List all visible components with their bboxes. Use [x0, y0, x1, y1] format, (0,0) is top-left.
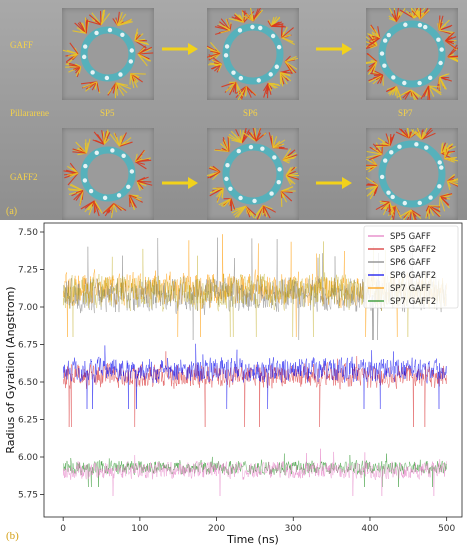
snapshot-sp5-gaff	[62, 8, 154, 100]
molecule-sp7-gaff2-image	[366, 128, 458, 220]
row-label-pillararene: Pillararene	[10, 108, 49, 118]
x-axis-label: Time (ns)	[226, 533, 279, 546]
y-tick-label: 7.25	[18, 266, 38, 276]
arrow-sp6-to-sp7-gaff2-icon	[314, 176, 354, 190]
molecule-sp5-gaff2-image	[62, 128, 154, 220]
row-label-gaff: GAFF	[10, 40, 33, 50]
snapshot-sp6-gaff	[207, 8, 299, 100]
legend: SP5 GAFF SP5 GAFF2 SP6 GAFF SP6 GAFF2 SP7 GA…	[364, 226, 458, 308]
y-tick-label: 5.75	[18, 491, 38, 501]
x-tick-label: 500	[438, 524, 455, 534]
y-tick-label: 6.50	[18, 378, 38, 388]
molecule-sp7-gaff-image	[366, 8, 458, 100]
x-tick-label: 300	[285, 524, 302, 534]
legend-entry: SP5 GAFF2	[390, 245, 436, 255]
arrow-sp6-to-sp7-gaff-icon	[314, 42, 354, 56]
y-tick-label: 7.50	[18, 228, 38, 238]
arrow-sp5-to-sp6-gaff-icon	[160, 42, 200, 56]
arrow-sp5-to-sp6-gaff2-icon	[160, 176, 200, 190]
row-label-gaff2: GAFF2	[10, 172, 38, 182]
panel-a-letter: (a)	[6, 206, 17, 217]
radius-of-gyration-chart: 0 100 200 300 400 500 5.75 6.00 6.25 6.50 6.75 7.00…	[0, 220, 467, 550]
column-label-sp5: SP5	[100, 108, 115, 118]
y-axis-label: Radius of Gyration (Angstrom)	[4, 286, 17, 453]
column-label-sp6: SP6	[243, 108, 258, 118]
y-tick-label: 7.00	[18, 303, 38, 313]
legend-entry: SP7 GAFF2	[390, 297, 436, 307]
x-tick-label: 200	[208, 524, 225, 534]
legend-entry: SP5 GAFF	[390, 232, 431, 242]
column-label-sp7: SP7	[398, 108, 413, 118]
molecule-sp6-gaff2-image	[207, 128, 299, 220]
snapshot-sp7-gaff	[366, 8, 458, 100]
legend-entry: SP7 GAFF	[390, 284, 431, 294]
y-tick-label: 6.00	[18, 453, 38, 463]
molecular-snapshots-panel: GAFF Pillararene GAFF2 SP5 SP6 SP7 (a)	[0, 0, 467, 220]
molecule-sp6-gaff-image	[207, 8, 299, 100]
chart-svg: 0 100 200 300 400 500 5.75 6.00 6.25 6.50 6.75 7.00…	[0, 220, 467, 550]
x-tick-label: 100	[131, 524, 148, 534]
snapshot-sp5-gaff2	[62, 128, 154, 220]
molecule-sp5-gaff-image	[62, 8, 154, 100]
legend-entry: SP6 GAFF	[390, 258, 431, 268]
x-tick-label: 0	[60, 524, 66, 534]
snapshot-sp7-gaff2	[366, 128, 458, 220]
y-tick-label: 6.75	[18, 341, 38, 351]
panel-b-letter: (b)	[6, 530, 19, 542]
snapshot-sp6-gaff2	[207, 128, 299, 220]
x-tick-label: 400	[361, 524, 378, 534]
legend-entry: SP6 GAFF2	[390, 271, 436, 281]
y-tick-label: 6.25	[18, 416, 38, 426]
